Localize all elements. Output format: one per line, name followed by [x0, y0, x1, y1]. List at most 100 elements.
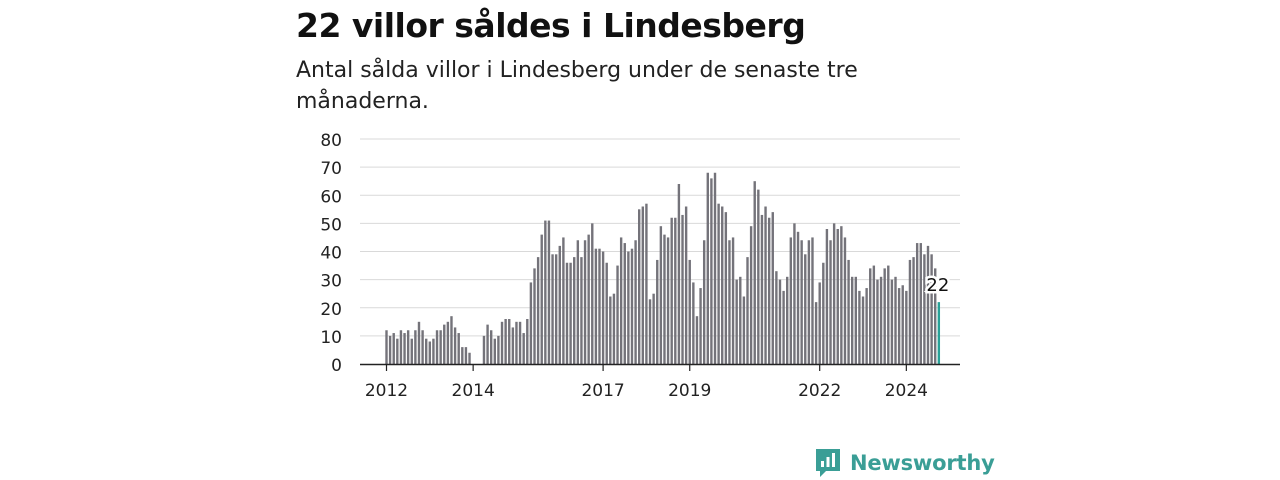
bar [872, 265, 876, 364]
bar [677, 184, 681, 364]
bar [435, 330, 439, 364]
y-tick-label: 10 [320, 328, 342, 348]
bar [771, 212, 774, 364]
bar [601, 251, 605, 364]
bar [688, 259, 691, 364]
bar [526, 319, 529, 364]
bar [569, 262, 572, 364]
bar [486, 324, 489, 364]
bar [421, 330, 424, 364]
bar [840, 226, 843, 364]
bar [403, 333, 406, 364]
bar [807, 240, 811, 364]
bar [515, 321, 518, 364]
bar [450, 316, 453, 364]
bar [721, 206, 724, 364]
bar [699, 288, 702, 364]
bar [796, 231, 800, 364]
bar [627, 251, 630, 364]
bar [609, 296, 612, 364]
bar [562, 237, 565, 364]
bar [731, 237, 735, 364]
bar [847, 259, 850, 364]
bar [760, 214, 764, 364]
bar [742, 296, 746, 364]
bar [692, 282, 695, 364]
bar [619, 237, 623, 364]
bar [529, 282, 533, 364]
bars [385, 172, 941, 364]
x-tick-label: 2019 [668, 381, 711, 401]
bar [425, 338, 428, 364]
bar [746, 257, 749, 364]
bar [930, 254, 933, 364]
bar [656, 259, 659, 364]
bar [713, 172, 717, 364]
bar [547, 220, 551, 364]
bar [674, 217, 677, 364]
bar [587, 234, 590, 364]
bar [858, 290, 861, 364]
data-label-last: 22 [926, 275, 949, 296]
bar [865, 288, 868, 364]
bar [461, 347, 464, 364]
bar [623, 243, 626, 364]
bar [767, 217, 771, 364]
bar [453, 327, 457, 364]
bar [923, 254, 926, 364]
bar [879, 276, 883, 364]
bar [432, 338, 435, 364]
bar [489, 330, 493, 364]
bar [789, 237, 793, 364]
bar [681, 214, 684, 364]
bar [652, 293, 655, 364]
newsworthy-logo-icon [816, 449, 840, 477]
bar [565, 262, 569, 364]
bar [800, 240, 803, 364]
bar [518, 321, 522, 364]
bar [764, 206, 767, 364]
bar [573, 257, 576, 364]
x-tick-label: 2017 [581, 381, 624, 401]
bar [580, 257, 583, 364]
bar [724, 212, 728, 364]
bar [551, 254, 554, 364]
bar [399, 330, 403, 364]
bar [825, 229, 829, 364]
bar [670, 217, 673, 364]
bar [616, 265, 619, 364]
bar [396, 338, 399, 364]
bar [558, 245, 561, 364]
bar [926, 245, 930, 364]
bar [428, 341, 432, 364]
y-tick-label: 80 [320, 131, 342, 151]
bar [934, 268, 937, 364]
bar [804, 254, 807, 364]
bar [554, 254, 558, 364]
bar [822, 262, 825, 364]
bar [634, 240, 637, 364]
chart-title: 22 villor såldes i Lindesberg [296, 6, 806, 45]
bar [659, 226, 663, 364]
bar [392, 333, 395, 364]
bar [912, 257, 915, 364]
bar [778, 279, 782, 364]
bar [749, 226, 753, 364]
bar [869, 268, 872, 364]
bar [887, 265, 890, 364]
bar [706, 172, 709, 364]
bar [753, 181, 756, 364]
bar [775, 271, 778, 364]
y-tick-label: 50 [320, 215, 342, 235]
bar [702, 240, 706, 364]
bar [818, 282, 821, 364]
bar [843, 237, 847, 364]
bar [717, 203, 720, 364]
bar [457, 333, 460, 364]
y-tick-label: 60 [320, 187, 342, 207]
bar [786, 276, 789, 364]
bar [663, 234, 666, 364]
bar [439, 330, 442, 364]
bar [735, 279, 738, 364]
